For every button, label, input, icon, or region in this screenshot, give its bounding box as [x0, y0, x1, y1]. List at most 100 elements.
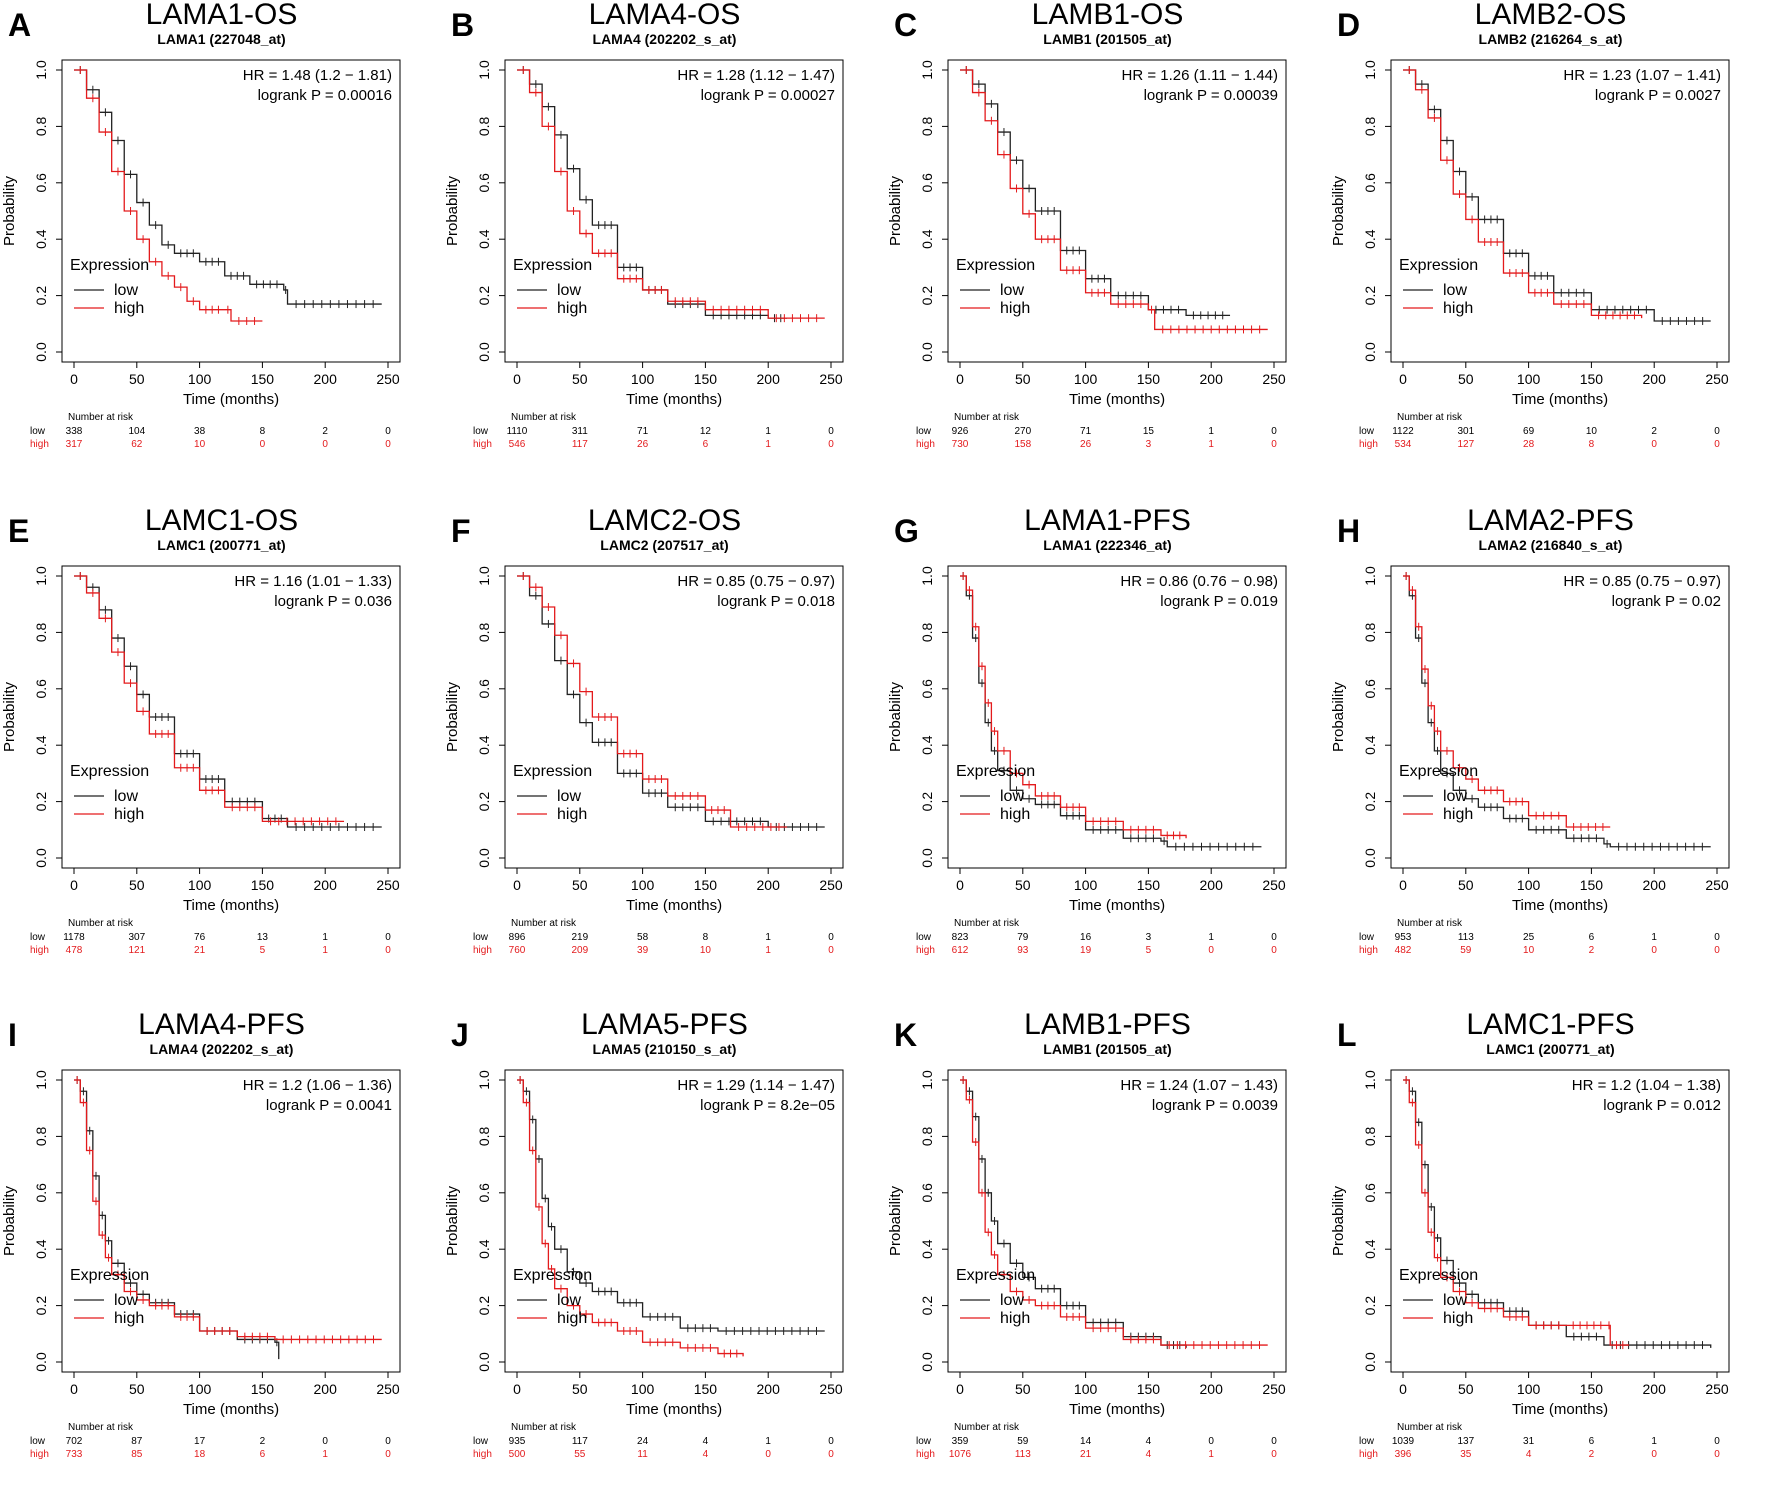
x-tick-label: 0: [513, 371, 521, 387]
risk-row-label-high: high: [1359, 945, 1378, 956]
risk-row-label-low: low: [30, 426, 46, 437]
y-tick-label: 0.0: [476, 1352, 492, 1372]
y-tick-label: 0.0: [476, 848, 492, 868]
risk-value-high: 0: [260, 439, 266, 450]
plot-frame: [504, 59, 844, 363]
risk-value-high: 158: [1014, 439, 1031, 450]
risk-value-low: 10: [1586, 426, 1598, 437]
chart-subtitle: LAMA4 (202202_s_at): [593, 31, 737, 47]
y-tick-label: 0.0: [1362, 1352, 1378, 1372]
x-tick-label: 0: [70, 877, 78, 893]
risk-value-low: 1: [765, 1436, 771, 1447]
logrank-p: logrank P = 0.012: [1603, 1097, 1721, 1114]
x-tick-label: 250: [1705, 371, 1729, 387]
y-axis-label: Probability: [1, 175, 18, 246]
risk-value-high: 127: [1457, 439, 1474, 450]
chart-subtitle: LAMA1 (222346_at): [1043, 537, 1171, 553]
risk-value-low: 1: [1651, 1436, 1657, 1447]
x-tick-label: 150: [1580, 877, 1604, 893]
km-curve-low: [517, 69, 788, 319]
risk-value-high: 0: [1208, 945, 1214, 956]
logrank-p: logrank P = 0.036: [274, 593, 392, 610]
risk-value-high: 0: [1271, 945, 1277, 956]
risk-value-high: 2: [1589, 945, 1595, 956]
legend-label-high: high: [557, 300, 587, 317]
legend-label-low: low: [1000, 282, 1024, 299]
x-tick-label: 150: [1137, 1381, 1161, 1397]
x-axis-label: Time (months): [626, 391, 722, 408]
risk-value-low: 896: [509, 932, 526, 943]
risk-value-low: 6: [1589, 932, 1595, 943]
x-tick-label: 250: [1262, 371, 1286, 387]
y-tick-label: 0.0: [33, 1352, 49, 1372]
risk-value-low: 0: [1714, 932, 1720, 943]
y-tick-label: 1.0: [919, 60, 935, 80]
risk-row-label-high: high: [30, 439, 49, 450]
hazard-ratio: HR = 1.29 (1.14 − 1.47): [677, 1077, 835, 1094]
risk-value-low: 137: [1457, 1436, 1474, 1447]
risk-value-high: 317: [66, 439, 83, 450]
risk-value-high: 26: [637, 439, 649, 450]
number-at-risk-title: Number at risk: [511, 1422, 577, 1433]
risk-value-high: 0: [1651, 945, 1657, 956]
risk-value-high: 6: [703, 439, 709, 450]
legend-label-high: high: [114, 1310, 144, 1327]
risk-value-high: 1: [322, 1449, 328, 1460]
risk-value-high: 482: [1395, 945, 1412, 956]
x-tick-label: 250: [1262, 877, 1286, 893]
risk-value-low: 1: [322, 932, 328, 943]
y-tick-label: 0.8: [476, 116, 492, 136]
risk-value-low: 2: [1651, 426, 1657, 437]
number-at-risk-title: Number at risk: [511, 412, 577, 423]
y-tick-label: 0.2: [919, 1296, 935, 1316]
panel-letter: J: [451, 1017, 469, 1053]
risk-value-low: 0: [385, 426, 391, 437]
x-tick-label: 250: [376, 877, 400, 893]
hazard-ratio: HR = 0.85 (0.75 − 0.97): [677, 573, 835, 590]
km-curve-high: [1403, 1079, 1630, 1346]
risk-value-low: 113: [1458, 932, 1474, 943]
y-tick-label: 0.0: [1362, 342, 1378, 362]
legend-title: Expression: [513, 257, 592, 274]
risk-value-low: 953: [1395, 932, 1412, 943]
risk-value-high: 1: [322, 945, 328, 956]
x-tick-label: 0: [956, 877, 964, 893]
number-at-risk-title: Number at risk: [954, 918, 1020, 929]
logrank-p: logrank P = 0.018: [717, 593, 835, 610]
risk-value-high: 1: [1208, 439, 1214, 450]
x-tick-label: 250: [376, 1381, 400, 1397]
risk-value-low: 0: [1714, 426, 1720, 437]
risk-value-high: 1: [765, 439, 771, 450]
risk-value-low: 311: [572, 426, 588, 437]
chart-title: LAMC2-OS: [588, 504, 741, 537]
risk-value-high: 10: [700, 945, 712, 956]
y-tick-label: 0.0: [919, 1352, 935, 1372]
y-tick-label: 0.6: [33, 679, 49, 699]
risk-value-low: 1: [1208, 932, 1214, 943]
risk-row-label-high: high: [916, 439, 935, 450]
km-curve-high: [517, 69, 825, 319]
risk-value-low: 0: [828, 932, 834, 943]
legend-label-low: low: [1000, 1292, 1024, 1309]
y-tick-label: 0.8: [33, 116, 49, 136]
y-tick-label: 1.0: [476, 566, 492, 586]
plot-frame: [1390, 1069, 1730, 1373]
legend-label-high: high: [114, 806, 144, 823]
risk-value-high: 55: [574, 1449, 586, 1460]
x-tick-label: 50: [572, 1381, 588, 1397]
risk-value-low: 1122: [1392, 426, 1414, 437]
risk-value-low: 1: [1208, 426, 1214, 437]
risk-value-low: 0: [828, 426, 834, 437]
risk-value-high: 1: [1208, 1449, 1214, 1460]
risk-value-high: 5: [260, 945, 266, 956]
y-tick-label: 1.0: [476, 1070, 492, 1090]
risk-value-high: 0: [1271, 1449, 1277, 1460]
hazard-ratio: HR = 1.48 (1.2 − 1.81): [243, 67, 392, 84]
km-curve-high: [960, 69, 1268, 331]
risk-value-high: 59: [1460, 945, 1472, 956]
y-tick-label: 1.0: [33, 60, 49, 80]
y-tick-label: 0.0: [1362, 848, 1378, 868]
